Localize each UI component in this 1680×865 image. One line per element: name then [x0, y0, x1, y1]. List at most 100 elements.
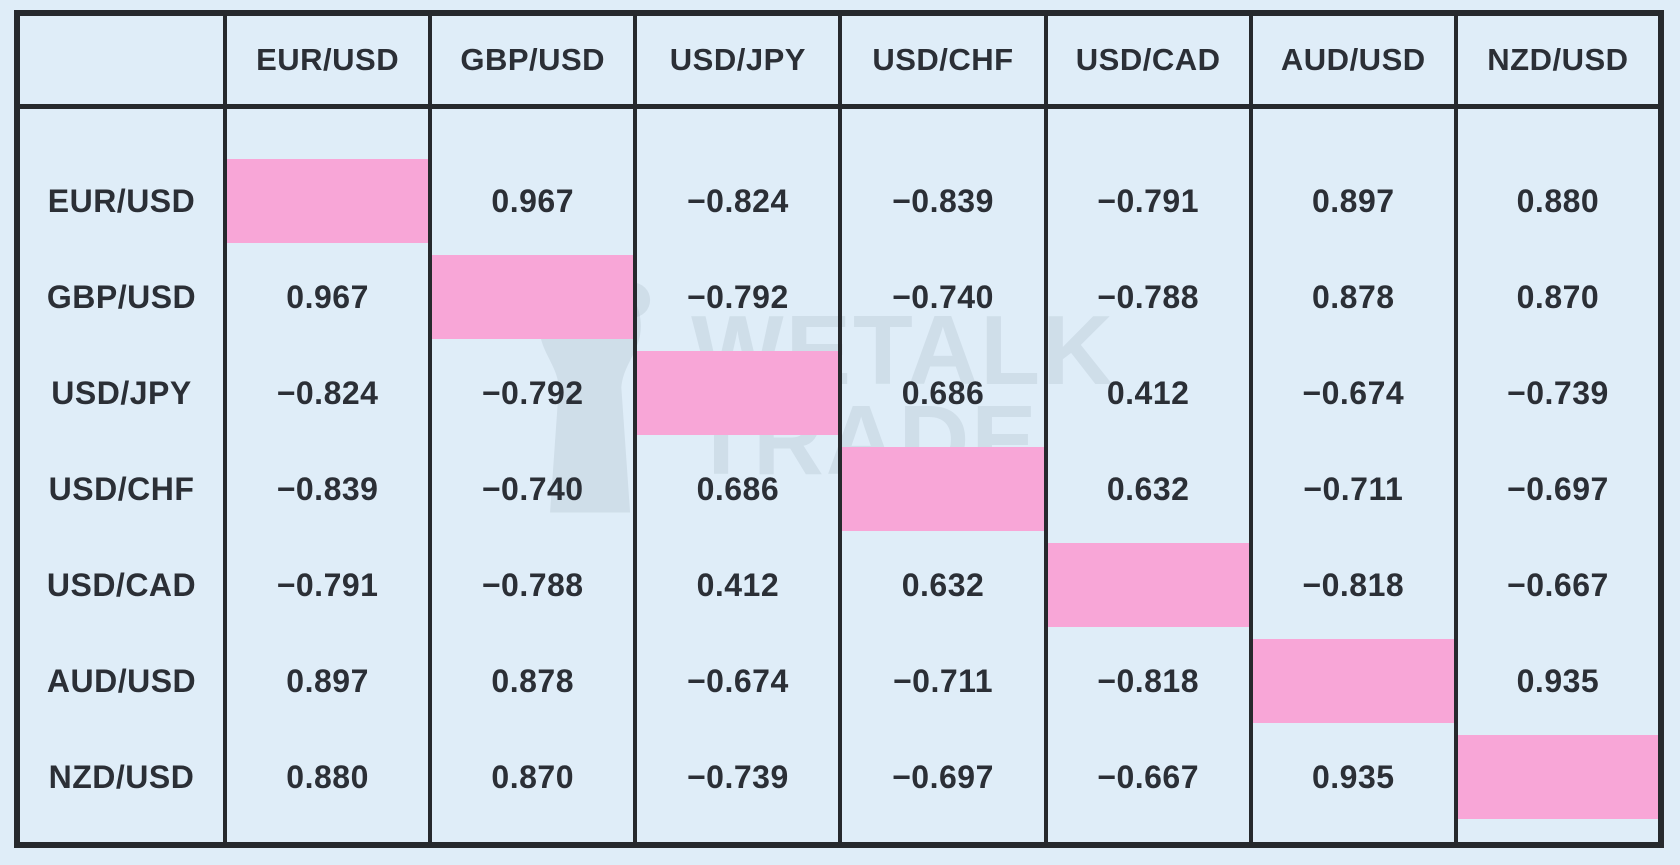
- cell-usdchf-gbpusd: −0.740: [428, 441, 638, 537]
- column-header-usdcad: USD/CAD: [1043, 13, 1253, 109]
- matrix-row-usdchf: USD/CHF −0.839 −0.740 0.686 0.632 −0.711 −0.69…: [15, 441, 1664, 537]
- cell-usdchf-usdcad: 0.632: [1043, 441, 1253, 537]
- cell-usdcad-gbpusd: −0.788: [428, 537, 638, 633]
- diagonal-highlight: [432, 255, 634, 339]
- cell-usdchf-audusd: −0.711: [1248, 441, 1458, 537]
- cell-nzdusd-usdjpy: −0.739: [633, 729, 843, 825]
- diagonal-highlight: [227, 159, 429, 243]
- cell-usdjpy-audusd: −0.674: [1248, 345, 1458, 441]
- spacer-cell: [838, 825, 1048, 845]
- matrix-row-audusd: AUD/USD 0.897 0.878 −0.674 −0.711 −0.818 0.935: [15, 633, 1664, 729]
- diagonal-cell-usdjpy: [633, 345, 843, 441]
- matrix-row-eurusd: EUR/USD 0.967 −0.824 −0.839 −0.791 0.897 0.880: [15, 153, 1664, 249]
- row-label-eurusd: EUR/USD: [15, 153, 227, 249]
- cell-eurusd-nzdusd: 0.880: [1453, 153, 1664, 249]
- diagonal-highlight: [842, 447, 1044, 531]
- header-row: EUR/USD GBP/USD USD/JPY USD/CHF USD/CAD …: [15, 13, 1664, 109]
- column-header-usdjpy: USD/JPY: [633, 13, 843, 109]
- diagonal-cell-gbpusd: [428, 249, 638, 345]
- diagonal-highlight: [637, 351, 839, 435]
- matrix-row-nzdusd: NZD/USD 0.880 0.870 −0.739 −0.697 −0.667 0.935: [15, 729, 1664, 825]
- cell-audusd-gbpusd: 0.878: [428, 633, 638, 729]
- cell-nzdusd-usdcad: −0.667: [1043, 729, 1253, 825]
- cell-usdcad-eurusd: −0.791: [222, 537, 433, 633]
- cell-usdcad-usdjpy: 0.412: [633, 537, 843, 633]
- cell-nzdusd-usdchf: −0.697: [838, 729, 1048, 825]
- spacer-cell: [1043, 106, 1253, 153]
- cell-eurusd-gbpusd: 0.967: [428, 153, 638, 249]
- spacer-cell: [1453, 106, 1664, 153]
- cell-eurusd-usdchf: −0.839: [838, 153, 1048, 249]
- cell-usdjpy-usdchf: 0.686: [838, 345, 1048, 441]
- column-header-gbpusd: GBP/USD: [428, 13, 638, 109]
- cell-audusd-usdjpy: −0.674: [633, 633, 843, 729]
- spacer-cell: [838, 106, 1048, 153]
- row-label-audusd: AUD/USD: [15, 633, 227, 729]
- bottom-spacer-row: [15, 825, 1664, 845]
- cell-usdcad-nzdusd: −0.667: [1453, 537, 1664, 633]
- spacer-cell: [633, 106, 843, 153]
- correlation-table: EUR/USD GBP/USD USD/JPY USD/CHF USD/CAD …: [14, 10, 1664, 848]
- cell-usdjpy-nzdusd: −0.739: [1453, 345, 1664, 441]
- correlation-table-container: WETALK TRADE EUR/USD GBP/USD USD/JPY USD…: [14, 10, 1664, 848]
- diagonal-highlight: [1457, 735, 1658, 819]
- cell-nzdusd-gbpusd: 0.870: [428, 729, 638, 825]
- spacer-cell: [222, 106, 433, 153]
- cell-audusd-eurusd: 0.897: [222, 633, 433, 729]
- spacer-cell: [15, 106, 227, 153]
- cell-audusd-usdchf: −0.711: [838, 633, 1048, 729]
- row-label-nzdusd: NZD/USD: [15, 729, 227, 825]
- cell-gbpusd-eurusd: 0.967: [222, 249, 433, 345]
- cell-usdjpy-gbpusd: −0.792: [428, 345, 638, 441]
- column-header-usdchf: USD/CHF: [838, 13, 1048, 109]
- diagonal-highlight: [1252, 639, 1454, 723]
- cell-audusd-nzdusd: 0.935: [1453, 633, 1664, 729]
- top-spacer-row: [15, 106, 1664, 153]
- diagonal-cell-audusd: [1248, 633, 1458, 729]
- cell-usdchf-eurusd: −0.839: [222, 441, 433, 537]
- cell-nzdusd-audusd: 0.935: [1248, 729, 1458, 825]
- cell-gbpusd-usdjpy: −0.792: [633, 249, 843, 345]
- cell-eurusd-usdjpy: −0.824: [633, 153, 843, 249]
- cell-gbpusd-audusd: 0.878: [1248, 249, 1458, 345]
- matrix-row-usdjpy: USD/JPY −0.824 −0.792 0.686 0.412 −0.674 −0.73…: [15, 345, 1664, 441]
- cell-gbpusd-usdchf: −0.740: [838, 249, 1048, 345]
- row-label-usdjpy: USD/JPY: [15, 345, 227, 441]
- cell-eurusd-audusd: 0.897: [1248, 153, 1458, 249]
- diagonal-cell-usdcad: [1043, 537, 1253, 633]
- diagonal-cell-nzdusd: [1453, 729, 1664, 825]
- cell-eurusd-usdcad: −0.791: [1043, 153, 1253, 249]
- cell-usdchf-nzdusd: −0.697: [1453, 441, 1664, 537]
- column-header-audusd: AUD/USD: [1248, 13, 1458, 109]
- cell-gbpusd-nzdusd: 0.870: [1453, 249, 1664, 345]
- spacer-cell: [15, 825, 227, 845]
- spacer-cell: [1453, 825, 1664, 845]
- diagonal-cell-eurusd: [222, 153, 433, 249]
- cell-usdcad-usdchf: 0.632: [838, 537, 1048, 633]
- cell-audusd-usdcad: −0.818: [1043, 633, 1253, 729]
- column-header-eurusd: EUR/USD: [222, 13, 433, 109]
- spacer-cell: [1248, 106, 1458, 153]
- column-header-nzdusd: NZD/USD: [1453, 13, 1664, 109]
- corner-cell: [15, 13, 227, 109]
- cell-usdcad-audusd: −0.818: [1248, 537, 1458, 633]
- cell-usdjpy-eurusd: −0.824: [222, 345, 433, 441]
- spacer-cell: [428, 825, 638, 845]
- spacer-cell: [633, 825, 843, 845]
- diagonal-cell-usdchf: [838, 441, 1048, 537]
- spacer-cell: [428, 106, 638, 153]
- matrix-row-gbpusd: GBP/USD 0.967 −0.792 −0.740 −0.788 0.878 0.870: [15, 249, 1664, 345]
- spacer-cell: [1248, 825, 1458, 845]
- row-label-gbpusd: GBP/USD: [15, 249, 227, 345]
- row-label-usdchf: USD/CHF: [15, 441, 227, 537]
- matrix-row-usdcad: USD/CAD −0.791 −0.788 0.412 0.632 −0.818 −0.66…: [15, 537, 1664, 633]
- spacer-cell: [222, 825, 433, 845]
- spacer-cell: [1043, 825, 1253, 845]
- cell-usdjpy-usdcad: 0.412: [1043, 345, 1253, 441]
- cell-usdchf-usdjpy: 0.686: [633, 441, 843, 537]
- cell-gbpusd-usdcad: −0.788: [1043, 249, 1253, 345]
- cell-nzdusd-eurusd: 0.880: [222, 729, 433, 825]
- row-label-usdcad: USD/CAD: [15, 537, 227, 633]
- diagonal-highlight: [1047, 543, 1249, 627]
